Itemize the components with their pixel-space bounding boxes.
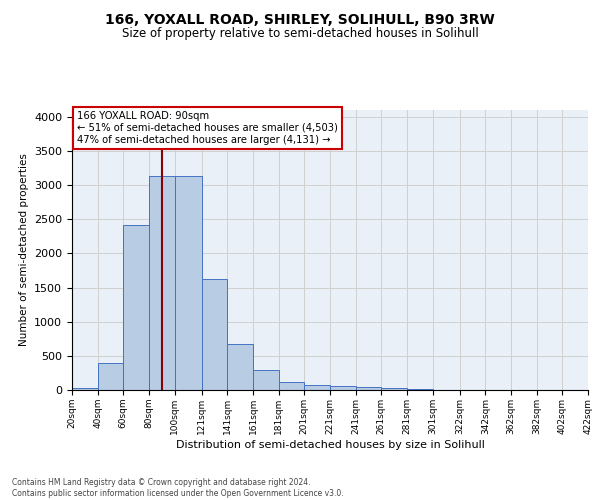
Bar [124,224,149,390]
Text: Size of property relative to semi-detached houses in Solihull: Size of property relative to semi-detach… [122,28,478,40]
Y-axis label: Number of semi-detached properties: Number of semi-detached properties [19,154,29,346]
Bar [227,344,253,390]
Bar [149,176,175,390]
Text: 166 YOXALL ROAD: 90sqm
← 51% of semi-detached houses are smaller (4,503)
47% of : 166 YOXALL ROAD: 90sqm ← 51% of semi-det… [77,112,338,144]
Bar [382,388,407,390]
Bar [175,176,202,390]
Bar [330,386,356,390]
Bar [253,370,278,390]
Bar [72,388,98,390]
Bar [356,386,382,390]
Text: Contains HM Land Registry data © Crown copyright and database right 2024.
Contai: Contains HM Land Registry data © Crown c… [12,478,344,498]
Bar [202,278,227,390]
Bar [98,364,124,390]
Bar [278,382,304,390]
Bar [407,389,433,390]
X-axis label: Distribution of semi-detached houses by size in Solihull: Distribution of semi-detached houses by … [176,440,484,450]
Bar [304,385,330,390]
Text: 166, YOXALL ROAD, SHIRLEY, SOLIHULL, B90 3RW: 166, YOXALL ROAD, SHIRLEY, SOLIHULL, B90… [105,12,495,26]
